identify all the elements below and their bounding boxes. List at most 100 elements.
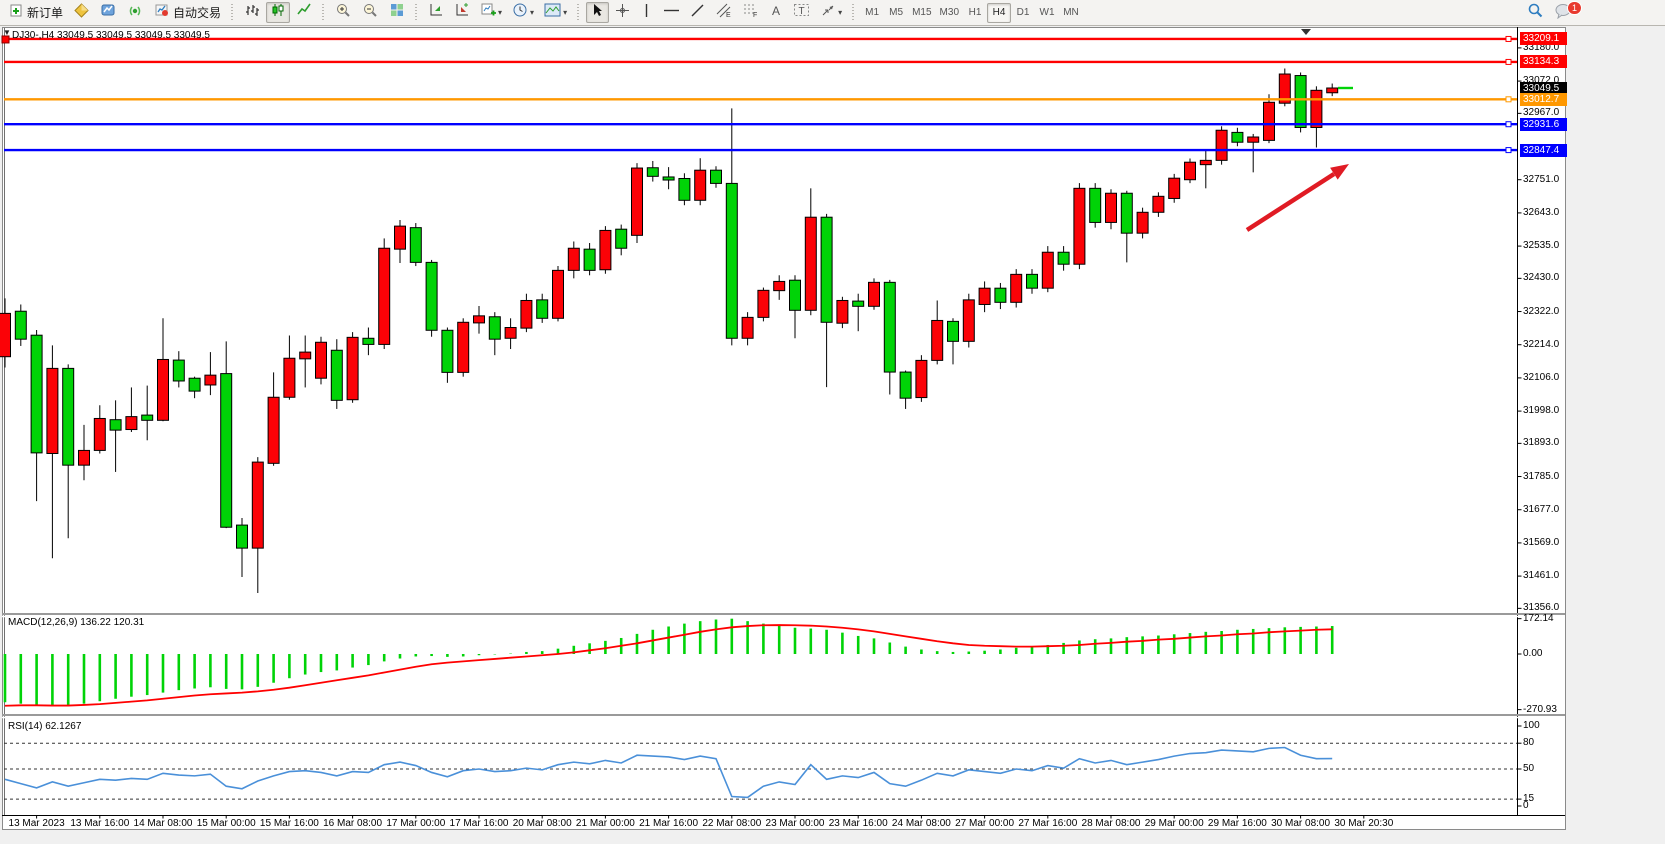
vertical-line-icon xyxy=(640,3,653,23)
crosshair-icon xyxy=(615,3,630,23)
price-badge: 32931.6 xyxy=(1520,117,1567,131)
zoom-in-button[interactable] xyxy=(331,2,356,23)
text-icon: A xyxy=(769,3,783,23)
signals-button[interactable] xyxy=(123,2,148,23)
dropdown-caret-icon: ▾ xyxy=(498,8,503,17)
fibonacci-button[interactable]: F xyxy=(738,2,763,23)
timeframe-button-M30[interactable]: M30 xyxy=(939,7,959,18)
crosshair-button[interactable] xyxy=(611,2,634,23)
rsi-scale-label: 100 xyxy=(1523,720,1540,731)
svg-text:A: A xyxy=(772,4,780,18)
time-tick-label: 30 Mar 20:30 xyxy=(1334,818,1394,829)
auto-trading-button[interactable]: 自动交易 xyxy=(150,2,225,23)
toolbar-grip xyxy=(413,3,421,22)
toolbar-right-group: 1 xyxy=(1522,1,1582,23)
template-icon xyxy=(544,3,561,23)
dropdown-caret-icon: ▾ xyxy=(563,8,568,17)
trendline-button[interactable] xyxy=(686,2,709,23)
add-indicator-button[interactable]: ▾ xyxy=(476,2,506,23)
publish-button[interactable] xyxy=(96,2,121,23)
svg-text:F: F xyxy=(753,12,757,18)
price-badge: 33012.7 xyxy=(1520,92,1567,106)
line-chart-type-button[interactable] xyxy=(292,2,316,23)
text-button[interactable]: A xyxy=(765,2,787,23)
indicator-window-button[interactable] xyxy=(450,2,474,23)
time-tick-label: 15 Mar 00:00 xyxy=(196,818,256,829)
price-badge: 32847.4 xyxy=(1520,143,1567,157)
timeframe-button-H1[interactable]: H1 xyxy=(968,7,982,18)
text-label-icon: T xyxy=(793,2,810,23)
price-tick-label: 33072.0 xyxy=(1523,75,1559,86)
time-tick-label: 17 Mar 00:00 xyxy=(386,818,446,829)
cloud-chart-icon xyxy=(100,2,117,24)
macd-scale-label: 0.00 xyxy=(1523,648,1543,659)
new-order-icon xyxy=(9,3,24,23)
zoom-in-icon xyxy=(335,2,352,24)
timeframe-button-M15[interactable]: M15 xyxy=(912,7,932,18)
timeframe-button-W1[interactable]: W1 xyxy=(1039,7,1055,18)
chart-canvas[interactable] xyxy=(2,27,1566,830)
channel-button[interactable]: E xyxy=(711,2,736,23)
time-tick-label: 28 Mar 08:00 xyxy=(1081,818,1141,829)
price-tick-label: 32751.0 xyxy=(1523,173,1560,185)
new-order-label: 新订单 xyxy=(27,6,64,20)
zoom-out-button[interactable] xyxy=(358,2,383,23)
indicator-subwindow-icon xyxy=(454,2,470,23)
toolbar-grip xyxy=(575,3,583,22)
macd-scale-label: -270.93 xyxy=(1523,703,1557,715)
price-tick-label: 31785.0 xyxy=(1523,470,1560,482)
time-tick-label: 15 Mar 16:00 xyxy=(259,818,319,829)
timeframe-button-H4[interactable]: H4 xyxy=(987,2,1011,23)
time-tick-label: 20 Mar 08:00 xyxy=(512,818,572,829)
search-icon xyxy=(1527,2,1544,24)
candle-chart-type-button[interactable] xyxy=(266,2,291,23)
toolbar-grip xyxy=(229,3,237,22)
timeframe-button-D1[interactable]: D1 xyxy=(1016,7,1030,18)
fibonacci-icon: F xyxy=(742,2,759,23)
price-tick-label: 31998.0 xyxy=(1523,405,1560,417)
toolbar-grip xyxy=(320,3,328,22)
macd-scale-label: 172.14 xyxy=(1523,612,1554,624)
horizontal-line-button[interactable] xyxy=(659,2,684,23)
rsi-scale-label: 80 xyxy=(1523,737,1535,749)
price-tick-label: 32430.0 xyxy=(1523,272,1560,284)
dropdown-caret-icon: ▾ xyxy=(530,8,535,17)
time-tick-label: 27 Mar 00:00 xyxy=(955,818,1015,829)
timeframe-button-M5[interactable]: M5 xyxy=(889,7,904,18)
time-tick-label: 22 Mar 08:00 xyxy=(702,818,762,829)
template-button[interactable]: ▾ xyxy=(540,2,571,23)
vertical-line-button[interactable] xyxy=(636,2,657,23)
rsi-scale-label: 0 xyxy=(1523,800,1529,811)
indicator-list-button[interactable] xyxy=(424,2,448,23)
dropdown-caret-icon: ▾ xyxy=(838,8,843,17)
arrows-button[interactable]: ▾ xyxy=(816,2,846,23)
history-center-button[interactable] xyxy=(69,2,94,23)
price-tick-label: 31461.0 xyxy=(1523,570,1560,582)
time-tick-label: 21 Mar 00:00 xyxy=(575,818,635,829)
price-tick-label: 32967.0 xyxy=(1523,107,1560,119)
time-tick-label: 17 Mar 16:00 xyxy=(449,818,509,829)
time-tick-label: 23 Mar 16:00 xyxy=(828,818,888,829)
diamond-icon xyxy=(73,2,90,24)
time-tick-label: 14 Mar 08:00 xyxy=(133,818,193,829)
tile-windows-icon xyxy=(389,2,405,23)
price-tick-label: 32643.0 xyxy=(1523,206,1560,218)
time-tick-label: 13 Mar 16:00 xyxy=(70,818,130,829)
zoom-out-icon xyxy=(362,2,379,24)
price-badge: 33049.5 xyxy=(1520,81,1567,95)
text-label-button[interactable]: T xyxy=(789,2,814,23)
timeframe-button-MN[interactable]: MN xyxy=(1063,7,1079,18)
chat-button[interactable]: 1 xyxy=(1550,1,1582,23)
tile-windows-button[interactable] xyxy=(385,2,409,23)
new-order-button[interactable]: 新订单 xyxy=(5,2,67,23)
period-button[interactable]: ▾ xyxy=(508,2,538,23)
search-button[interactable] xyxy=(1523,2,1548,23)
line-chart-icon xyxy=(296,2,312,23)
bar-chart-type-button[interactable] xyxy=(240,2,264,23)
price-tick-label: 31356.0 xyxy=(1523,602,1560,614)
equidistant-channel-icon: E xyxy=(715,2,732,23)
timeframe-button-M1[interactable]: M1 xyxy=(865,7,880,18)
indicator-window-icon xyxy=(428,2,444,23)
cursor-button[interactable] xyxy=(586,2,610,23)
auto-trading-label: 自动交易 xyxy=(173,6,222,20)
